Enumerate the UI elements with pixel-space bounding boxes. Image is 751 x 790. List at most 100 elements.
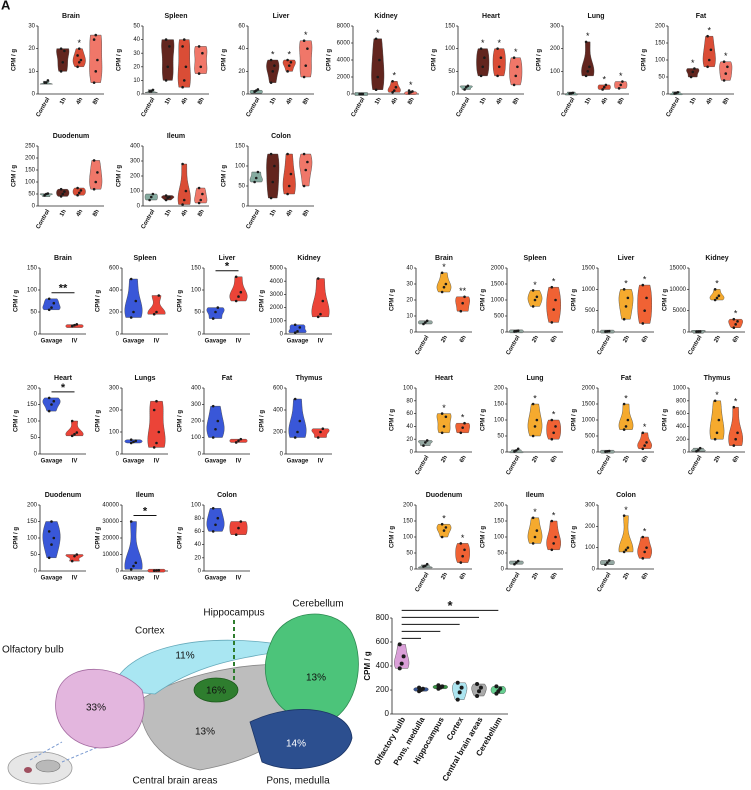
- significance-star: *: [715, 390, 719, 400]
- y-tick-label: 300: [191, 402, 202, 408]
- y-axis-label: CPM / g: [537, 49, 543, 71]
- data-point: [304, 64, 308, 67]
- y-tick-label: 50: [28, 192, 35, 198]
- x-tick-label: 2h: [622, 335, 631, 344]
- chart-title: Spleen: [165, 13, 188, 20]
- y-tick-label: 600: [376, 637, 390, 646]
- x-tick-label: 6h: [550, 335, 559, 344]
- y-tick-label: 600: [676, 411, 687, 417]
- y-tick-label: 100: [494, 535, 505, 541]
- data-point: [63, 49, 66, 53]
- data-point: [459, 561, 463, 564]
- y-tick-label: 400: [130, 144, 141, 150]
- data-point: [94, 70, 98, 73]
- y-tick-label: 150: [27, 519, 38, 525]
- data-point: [715, 296, 719, 300]
- x-tick-label: 2h: [622, 455, 631, 464]
- significance-star: *: [533, 280, 537, 290]
- data-point: [717, 418, 721, 422]
- x-tick-label: Control: [350, 97, 366, 119]
- data-point: [302, 39, 306, 43]
- y-tick-label: 0: [280, 332, 284, 338]
- violin: [161, 39, 175, 81]
- data-point: [70, 559, 74, 563]
- data-point: [134, 561, 138, 565]
- x-tick-label: 8h: [92, 97, 101, 106]
- y-tick-label: 50: [194, 310, 201, 316]
- violin: [618, 515, 634, 553]
- significance-star: *: [715, 279, 719, 289]
- y-tick-label: 1500: [491, 282, 505, 288]
- x-tick-label: IV: [72, 339, 78, 345]
- data-point: [50, 520, 53, 523]
- data-point: [606, 561, 609, 564]
- data-point: [199, 65, 203, 69]
- data-point: [237, 295, 240, 298]
- x-tick-label: 6h: [550, 572, 559, 581]
- data-point: [151, 88, 155, 92]
- y-tick-label: 1000: [582, 418, 596, 424]
- data-point: [129, 568, 133, 571]
- y-tick-label: 30000: [102, 519, 119, 525]
- y-tick-label: 800: [676, 398, 687, 404]
- violin-chart: Kidney CPM / g 0 2000 4000 6000 8000 Control 1h *…: [327, 13, 419, 118]
- y-axis-label: CPM / g: [96, 290, 102, 312]
- y-tick-label: 400: [676, 424, 687, 430]
- violin: [527, 290, 543, 307]
- data-point: [475, 682, 480, 686]
- x-tick-label: Control: [35, 97, 51, 119]
- data-point: [440, 522, 444, 526]
- x-tick-label: Control: [140, 97, 156, 119]
- x-tick-label: IV: [236, 576, 242, 582]
- y-tick-label: 0: [198, 569, 202, 575]
- violin-chart: Brain CPM / g 0 10 20 30 40 Control 2h * 6h **: [390, 255, 472, 356]
- violin-chart: Ileum CPM / g 0 50 100 150 200 Control 2h * 6h *: [481, 492, 563, 593]
- violin-chart: Lung CPM / g 0 100 200 300 Control 1h * 4h * 8h *: [537, 13, 629, 118]
- x-tick-label: 6h: [641, 335, 650, 344]
- data-point: [132, 564, 135, 568]
- y-tick-label: 100: [235, 164, 246, 170]
- significance-star: *: [392, 71, 396, 81]
- significance-star: *: [734, 309, 738, 319]
- data-point: [622, 514, 626, 517]
- violin: [42, 521, 61, 558]
- region-name: Central brain areas: [132, 776, 217, 787]
- violin-chart: Heart CPM / g 0 50 100 150 Control 1h * 4h * 8h *: [432, 13, 524, 118]
- data-point: [515, 561, 518, 564]
- significance-star: *: [442, 514, 446, 524]
- y-axis-label: CPM / g: [432, 49, 438, 71]
- data-point: [321, 299, 325, 303]
- x-tick-label: IV: [236, 339, 242, 345]
- significance-star: *: [61, 382, 66, 394]
- y-tick-label: 200: [191, 419, 202, 425]
- significance-star: *: [77, 38, 81, 48]
- violin: [709, 400, 725, 440]
- data-point: [420, 686, 425, 691]
- data-point: [70, 324, 74, 328]
- data-point: [459, 685, 464, 690]
- y-tick-label: 150: [235, 144, 246, 150]
- data-point: [531, 305, 535, 308]
- x-tick-label: Cortex: [445, 715, 466, 742]
- data-point: [512, 83, 516, 87]
- violin: [581, 41, 595, 77]
- data-point: [298, 326, 302, 329]
- data-point: [496, 47, 499, 50]
- data-point: [75, 431, 79, 434]
- data-point: [92, 159, 96, 162]
- y-tick-label: 0: [501, 567, 505, 573]
- data-point: [478, 685, 483, 690]
- violin: [177, 163, 191, 205]
- data-point: [442, 529, 446, 532]
- x-tick-label: Control: [140, 209, 156, 231]
- violin-chart: Ileum CPM / g 0 10000 20000 30000 40000 Gavage I…: [96, 492, 168, 582]
- violin-chart: Fat CPM / g 0 500 1000 1500 2000 Control 2h * 6h *: [572, 375, 654, 476]
- y-tick-label: 50: [238, 184, 245, 190]
- data-point: [77, 191, 81, 195]
- y-tick-label: 100: [403, 535, 414, 541]
- violin: [194, 187, 208, 204]
- x-tick-label: 4h: [181, 209, 190, 218]
- y-tick-label: 150: [445, 24, 456, 30]
- y-tick-label: 100: [109, 430, 120, 436]
- data-point: [298, 419, 302, 423]
